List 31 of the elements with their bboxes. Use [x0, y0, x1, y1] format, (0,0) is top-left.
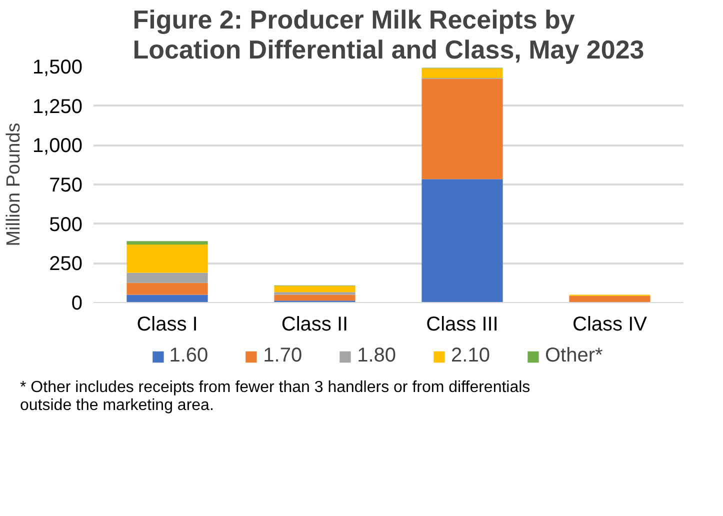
chart-title: Figure 2: Producer Milk Receipts by Location Differential and Class, May 2023 [132, 4, 644, 64]
legend-label: 1.60 [169, 344, 208, 368]
bar [274, 292, 356, 295]
bar [422, 179, 503, 302]
x-tick-label: Class II [281, 314, 348, 336]
x-tick-label: Class III [426, 314, 498, 336]
text: * Other includes receipts from fewer than 3 handlers or from differentials outside the marketing area. [20, 379, 530, 416]
bar [422, 78, 503, 180]
legend-label: 1.70 [263, 344, 302, 368]
y-tick-label: 1,500 [32, 56, 83, 78]
x-tick-label: Class I [136, 314, 198, 336]
y-axis-title: Million Pounds [3, 122, 24, 246]
legend-label: 2.10 [451, 344, 490, 368]
y-tick-label: 1,000 [32, 135, 83, 158]
legend-label: 1.80 [357, 344, 396, 368]
bar [126, 272, 208, 283]
x-tick-label: Class IV [572, 314, 648, 336]
bar [274, 294, 356, 301]
bar [274, 286, 356, 292]
y-tick-label: 250 [49, 253, 83, 276]
legend-label: Other* [544, 344, 603, 368]
bar [126, 282, 208, 295]
y-tick-label: 750 [49, 174, 83, 196]
bar [569, 296, 650, 302]
y-tick-label: 500 [49, 214, 83, 236]
bar [126, 241, 208, 244]
bar [422, 68, 503, 78]
bar [126, 294, 208, 302]
y-tick-label: 0 [71, 292, 82, 314]
y-tick-label: 1,250 [32, 96, 83, 118]
bar [126, 244, 208, 273]
